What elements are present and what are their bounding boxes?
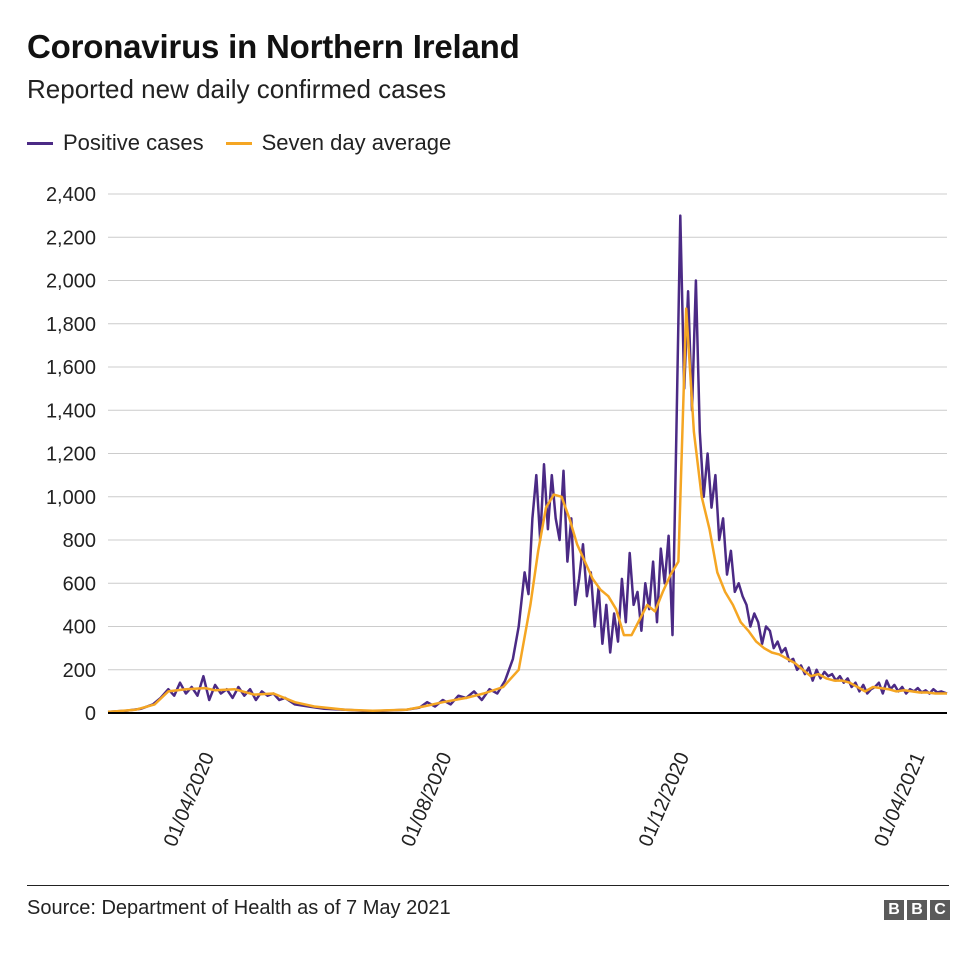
chart-title: Coronavirus in Northern Ireland (27, 28, 520, 65)
y-tick-label: 2,200 (46, 227, 96, 249)
series-line-seven-day-average (107, 307, 947, 714)
y-tick-label: 800 (63, 530, 96, 552)
x-axis-ticks: 01/04/2020 01/08/2020 01/12/2020 01/04/2021 (160, 749, 930, 850)
footer-rule (27, 885, 949, 886)
y-tick-label: 2,400 (46, 184, 96, 206)
y-tick-label: 200 (63, 660, 96, 682)
chart-subtitle: Reported new daily confirmed cases (27, 74, 447, 104)
x-tick-label: 01/04/2021 (870, 749, 929, 850)
y-tick-label: 1,600 (46, 357, 96, 379)
x-tick-label: 01/08/2020 (397, 749, 456, 850)
legend-item-positive: Positive cases (27, 130, 204, 156)
legend-label-positive: Positive cases (63, 130, 204, 155)
legend-item-average: Seven day average (225, 130, 452, 156)
y-tick-label: 2,000 (46, 271, 96, 293)
source-note: Source: Department of Health as of 7 May… (27, 897, 451, 919)
y-tick-label: 1,800 (46, 314, 96, 336)
y-tick-label: 0 (85, 703, 96, 725)
y-tick-label: 1,400 (46, 400, 96, 422)
bbc-logo-block-3: C (930, 900, 950, 920)
bbc-logo-block-2: B (907, 900, 927, 920)
bbc-logo: B B C (881, 900, 950, 920)
x-tick-label: 01/12/2020 (635, 749, 694, 850)
x-tick-label: 01/04/2020 (160, 749, 219, 850)
y-tick-label: 400 (63, 617, 96, 639)
y-tick-label: 1,200 (46, 444, 96, 466)
y-tick-label: 600 (63, 573, 96, 595)
bbc-logo-block-1: B (884, 900, 904, 920)
legend-swatch-positive (27, 141, 53, 145)
line-chart: 0 200 400 600 800 1,000 1,200 1,400 1,600 1,800 2,… (46, 184, 948, 850)
series-line-positive-cases (107, 214, 948, 714)
series-lines (107, 214, 948, 714)
y-axis-ticks: 0 200 400 600 800 1,000 1,200 1,400 1,600 1,800 2,… (46, 184, 96, 725)
legend-swatch-average (225, 141, 252, 145)
legend: Positive cases Seven day average (27, 130, 473, 156)
y-tick-label: 1,000 (46, 487, 96, 509)
legend-label-average: Seven day average (261, 130, 452, 155)
grid-lines (108, 193, 947, 671)
